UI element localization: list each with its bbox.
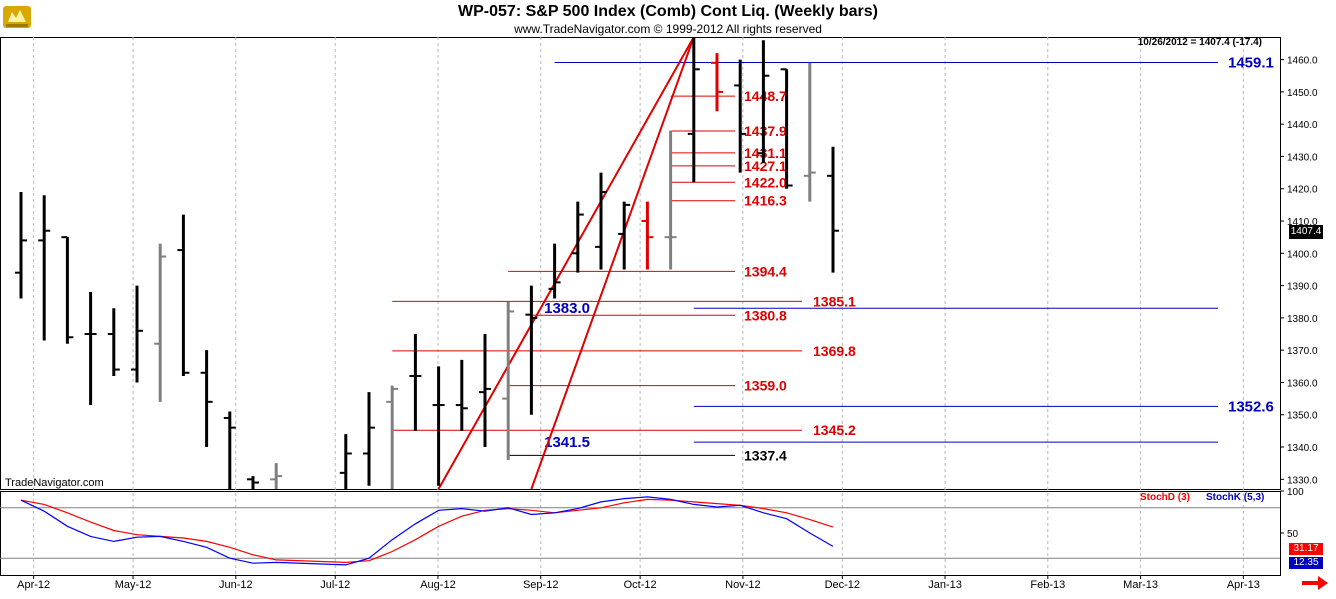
x-tick-label: Jun-12 — [219, 579, 253, 591]
level-label: 1437.9 — [744, 123, 787, 139]
y-tick-label: 1410.0 — [1287, 217, 1318, 228]
x-tick-label: Jan-13 — [928, 579, 962, 591]
level-label: 1427.1 — [744, 158, 787, 174]
x-tick-label: Feb-13 — [1030, 579, 1065, 591]
stoch-y-tick-label: 100 — [1287, 487, 1304, 498]
x-tick-label: May-12 — [115, 579, 152, 591]
y-tick-label: 1400.0 — [1287, 249, 1318, 260]
level-label: 1359.0 — [744, 378, 787, 394]
y-tick-label: 1340.0 — [1287, 443, 1318, 454]
stochk-value-tag: 12.35 — [1289, 557, 1323, 569]
x-tick-label: Mar-13 — [1123, 579, 1158, 591]
level-label: 1431.1 — [744, 145, 787, 161]
scroll-right-arrow-icon[interactable] — [1300, 574, 1330, 592]
level-label: 1380.8 — [744, 307, 787, 323]
level-label: 1394.4 — [744, 263, 787, 279]
x-tick-label: Sep-12 — [523, 579, 558, 591]
stoch-panel-frame — [0, 491, 1281, 576]
x-tick-label: Jul-12 — [320, 579, 350, 591]
stochk-line — [20, 496, 834, 566]
level-label: 1337.4 — [744, 447, 787, 463]
stochd-value-tag: 31.17 — [1289, 543, 1323, 555]
y-tick-label: 1390.0 — [1287, 282, 1318, 293]
x-tick-label: Dec-12 — [825, 579, 860, 591]
y-tick-label: 1380.0 — [1287, 314, 1318, 325]
y-tick-label: 1360.0 — [1287, 378, 1318, 389]
y-tick-label: 1370.0 — [1287, 346, 1318, 357]
y-tick-label: 1460.0 — [1287, 56, 1318, 67]
level-label: 1385.1 — [813, 293, 856, 309]
brand-label: TradeNavigator.com — [5, 477, 104, 489]
x-tick-label: Apr-12 — [17, 579, 50, 591]
x-tick-label: Oct-12 — [624, 579, 657, 591]
level-label: 1459.1 — [1228, 55, 1274, 72]
level-label: 1422.0 — [744, 174, 787, 190]
tradenavigator-logo-icon — [3, 6, 31, 28]
chart-title: WP-057: S&P 500 Index (Comb) Cont Liq. (… — [458, 3, 878, 20]
level-label: 1341.5 — [544, 434, 590, 451]
y-tick-label: 1430.0 — [1287, 152, 1318, 163]
stoch-y-tick-label: 50 — [1287, 529, 1299, 540]
level-label: 1345.2 — [813, 422, 856, 438]
level-label: 1369.8 — [813, 343, 856, 359]
last-price-info: 10/26/2012 = 1407.4 (-17.4) — [1137, 37, 1262, 48]
chart-subtitle: www.TradeNavigator.com © 1999-2012 All r… — [514, 22, 822, 36]
level-label: 1448.7 — [744, 88, 787, 104]
trend-line — [437, 37, 695, 489]
y-tick-label: 1350.0 — [1287, 411, 1318, 422]
stochk-legend: StochK (5,3) — [1206, 492, 1265, 503]
level-label: 1352.6 — [1228, 398, 1274, 415]
x-tick-label: Nov-12 — [725, 579, 760, 591]
last-price-tag: 1407.4 — [1289, 225, 1323, 239]
y-tick-label: 1330.0 — [1287, 475, 1318, 486]
level-label: 1416.3 — [744, 193, 787, 209]
stochd-legend: StochD (3) — [1140, 492, 1190, 503]
stochd-line — [20, 498, 834, 564]
level-label: 1383.0 — [544, 300, 590, 317]
x-tick-label: Aug-12 — [420, 579, 455, 591]
y-tick-label: 1450.0 — [1287, 88, 1318, 99]
y-tick-label: 1440.0 — [1287, 120, 1318, 131]
trend-line — [530, 37, 695, 489]
y-tick-label: 1420.0 — [1287, 185, 1318, 196]
x-tick-label: Apr-13 — [1227, 579, 1260, 591]
